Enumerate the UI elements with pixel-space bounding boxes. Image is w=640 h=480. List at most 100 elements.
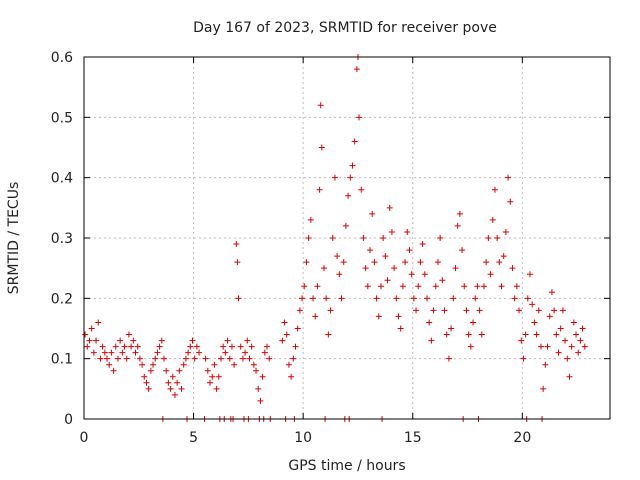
- data-point: [377, 283, 384, 290]
- data-point: [147, 367, 154, 374]
- data-point: [130, 337, 137, 344]
- data-point: [95, 319, 102, 326]
- data-point: [242, 349, 249, 356]
- data-point: [255, 385, 262, 392]
- data-point: [437, 235, 444, 241]
- data-point: [441, 307, 448, 314]
- data-point: [119, 349, 126, 356]
- data-point: [535, 307, 542, 314]
- data-point: [117, 337, 124, 344]
- data-point: [570, 319, 577, 326]
- data-point: [454, 222, 461, 229]
- data-point: [224, 337, 231, 344]
- data-point: [150, 361, 157, 368]
- data-point: [163, 367, 170, 374]
- data-point: [93, 337, 100, 344]
- grid-lines: [84, 57, 610, 419]
- data-point: [555, 349, 562, 356]
- data-point: [489, 216, 496, 223]
- data-point: [522, 331, 529, 338]
- x-tick-label: 20: [513, 430, 531, 446]
- data-point: [367, 247, 374, 254]
- data-point: [507, 198, 514, 205]
- data-point: [99, 343, 106, 350]
- data-point: [301, 283, 308, 290]
- data-point: [496, 259, 503, 266]
- data-point: [483, 259, 490, 266]
- data-point: [467, 343, 474, 350]
- data-point: [178, 385, 185, 392]
- data-point: [180, 361, 187, 368]
- y-tick-label: 0: [64, 412, 73, 428]
- data-point: [141, 373, 148, 380]
- data-point: [283, 331, 290, 338]
- data-point: [264, 343, 271, 350]
- data-point: [290, 355, 297, 362]
- data-point: [573, 331, 580, 338]
- data-point: [423, 295, 430, 302]
- data-point: [450, 295, 457, 302]
- data-point: [334, 253, 341, 260]
- y-tick-labels: 0 0.1 0.2 0.3 0.4 0.5 0.6: [51, 50, 73, 428]
- data-point: [388, 228, 395, 235]
- data-point: [312, 313, 319, 320]
- data-point: [331, 174, 338, 181]
- data-point: [234, 259, 241, 266]
- data-point: [259, 373, 266, 380]
- data-point: [399, 283, 406, 290]
- data-point: [318, 144, 325, 151]
- data-point: [491, 186, 498, 193]
- data-point: [419, 241, 426, 248]
- data-point: [461, 283, 468, 290]
- data-point: [204, 367, 211, 374]
- data-point: [382, 253, 389, 260]
- data-point: [568, 343, 575, 350]
- data-point: [421, 271, 428, 278]
- data-point: [476, 307, 483, 314]
- data-point: [428, 337, 435, 344]
- data-point: [176, 367, 183, 374]
- data-point: [134, 343, 141, 350]
- data-point: [97, 355, 104, 362]
- data-point: [237, 343, 244, 350]
- data-point: [132, 349, 139, 356]
- data-point: [152, 355, 159, 362]
- data-point: [329, 235, 336, 241]
- data-point: [380, 235, 387, 241]
- data-point: [520, 355, 527, 362]
- data-point: [360, 235, 367, 241]
- data-point: [101, 349, 108, 356]
- data-point: [167, 385, 174, 392]
- data-point: [485, 235, 492, 241]
- data-point: [406, 247, 413, 254]
- data-point: [373, 295, 380, 302]
- data-point: [185, 349, 192, 356]
- data-point: [349, 162, 356, 169]
- data-points: [82, 54, 588, 422]
- data-point: [518, 337, 525, 344]
- data-point: [123, 355, 130, 362]
- data-point: [546, 313, 553, 320]
- data-point: [158, 337, 165, 344]
- data-point: [156, 343, 163, 350]
- x-tick-label: 15: [404, 430, 422, 446]
- data-point: [505, 174, 512, 181]
- data-point: [220, 343, 227, 350]
- x-tick-labels: 0 5 10 15 20: [80, 430, 532, 446]
- x-tick-label: 0: [80, 430, 89, 446]
- data-point: [305, 235, 312, 241]
- data-point: [347, 174, 354, 181]
- data-point: [498, 283, 505, 290]
- data-point: [340, 259, 347, 266]
- data-point: [136, 355, 143, 362]
- data-point: [480, 283, 487, 290]
- data-point: [266, 355, 273, 362]
- data-point: [317, 102, 324, 109]
- y-tick-label: 0.1: [51, 352, 73, 368]
- data-point: [307, 216, 314, 223]
- y-axis-label: SRMTID / TECUs: [6, 182, 22, 295]
- data-point: [257, 397, 264, 404]
- data-point: [196, 349, 203, 356]
- y-tick-label: 0.3: [51, 231, 73, 247]
- data-point: [456, 210, 463, 217]
